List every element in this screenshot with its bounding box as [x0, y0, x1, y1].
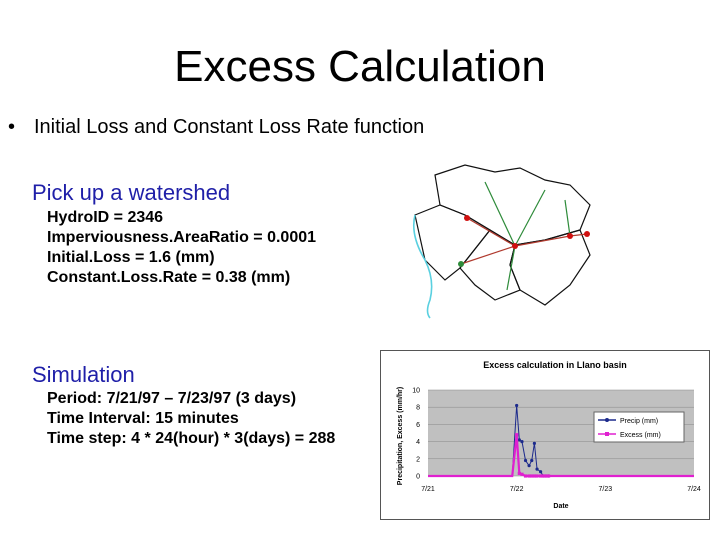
bullet-mark: • [8, 116, 16, 138]
legend: Precip (mm) Excess (mm) [593, 411, 685, 443]
precip-point [517, 438, 521, 442]
bullet-text: Initial Loss and Constant Loss Rate func… [34, 116, 425, 138]
legend-precip-marker [605, 418, 609, 422]
x-axis-label: Date [553, 503, 568, 510]
excess-point [517, 471, 521, 476]
y-tick-label: 6 [416, 422, 420, 429]
hydroid-line: HydroID = 2346 [47, 209, 164, 226]
subbasin-1 [434, 164, 591, 246]
time-step-line: Time step: 4 * 24(hour) * 3(days) = 288 [47, 430, 336, 447]
precip-point [532, 441, 536, 445]
excess-point [527, 474, 531, 478]
x-ticks: 7/21 7/22 7/23 7/24 [421, 486, 701, 493]
stream-line [412, 214, 433, 319]
precip-point [535, 467, 539, 471]
excess-point [541, 474, 545, 478]
constant-loss-rate-line: Constant.Loss.Rate = 0.38 (mm) [47, 269, 291, 286]
y-tick-label: 10 [412, 388, 420, 395]
y-tick-label: 0 [416, 474, 420, 481]
simulation-heading: Simulation [32, 362, 135, 387]
slide-title: Excess Calculation [174, 42, 546, 91]
node-5 [458, 261, 464, 267]
y-tick-label: 8 [416, 405, 420, 412]
legend-box [593, 411, 685, 443]
series-layer [428, 403, 694, 478]
precip-point [520, 440, 524, 444]
precip-point [530, 458, 534, 463]
y-tick-label: 2 [416, 456, 420, 463]
legend-excess-label: Excess (mm) [620, 432, 661, 439]
watershed-params: HydroID = 2346 Imperviousness.AreaRatio … [47, 208, 316, 288]
legend-excess-marker [605, 432, 609, 436]
watershed-heading: Pick up a watershed [32, 180, 231, 205]
subbasin-2 [509, 229, 591, 306]
legend-precip-label: Precip (mm) [620, 418, 658, 425]
excess-point [535, 474, 539, 478]
impervious-ratio-line: Imperviousness.AreaRatio = 0.0001 [47, 229, 317, 246]
excess-point [523, 474, 528, 478]
excess-point [515, 433, 519, 437]
x-tick-label: 7/24 [687, 486, 701, 493]
excess-chart: Excess calculation in Llano basin 0 2 4 6 8 1… [380, 350, 710, 520]
node-3 [567, 233, 573, 239]
excess-point [532, 474, 536, 478]
initial-loss-line: Initial.Loss = 1.6 (mm) [47, 249, 215, 266]
excess-point [530, 474, 534, 478]
precip-point [515, 403, 519, 408]
x-tick-label: 7/22 [510, 486, 524, 493]
node-4 [584, 231, 590, 237]
precip-point [527, 464, 531, 468]
subbasin-4 [414, 204, 491, 281]
period-line: Period: 7/21/97 – 7/23/97 (3 days) [47, 390, 297, 407]
x-tick-label: 7/21 [421, 486, 435, 493]
bullet-item: • Initial Loss and Constant Loss Rate fun… [8, 116, 424, 139]
y-tick-label: 4 [416, 439, 420, 446]
precip-point [523, 458, 528, 463]
excess-point [539, 474, 543, 478]
x-tick-label: 7/23 [599, 486, 613, 493]
watershed-map [412, 164, 591, 319]
excess-point [520, 472, 524, 476]
node-2 [512, 243, 518, 249]
precip-point [539, 470, 543, 474]
node-1 [464, 215, 470, 221]
y-axis-label: Precipitation, Excess (mm/hr) [397, 387, 404, 485]
simulation-params: Period: 7/21/97 – 7/23/97 (3 days) Time … [47, 389, 335, 449]
excess-point [544, 474, 548, 478]
y-ticks: 0 2 4 6 8 10 [412, 388, 420, 481]
chart-title: Excess calculation in Llano basin [483, 360, 627, 370]
time-interval-line: Time Interval: 15 minutes [47, 410, 239, 427]
excess-point [546, 474, 551, 478]
